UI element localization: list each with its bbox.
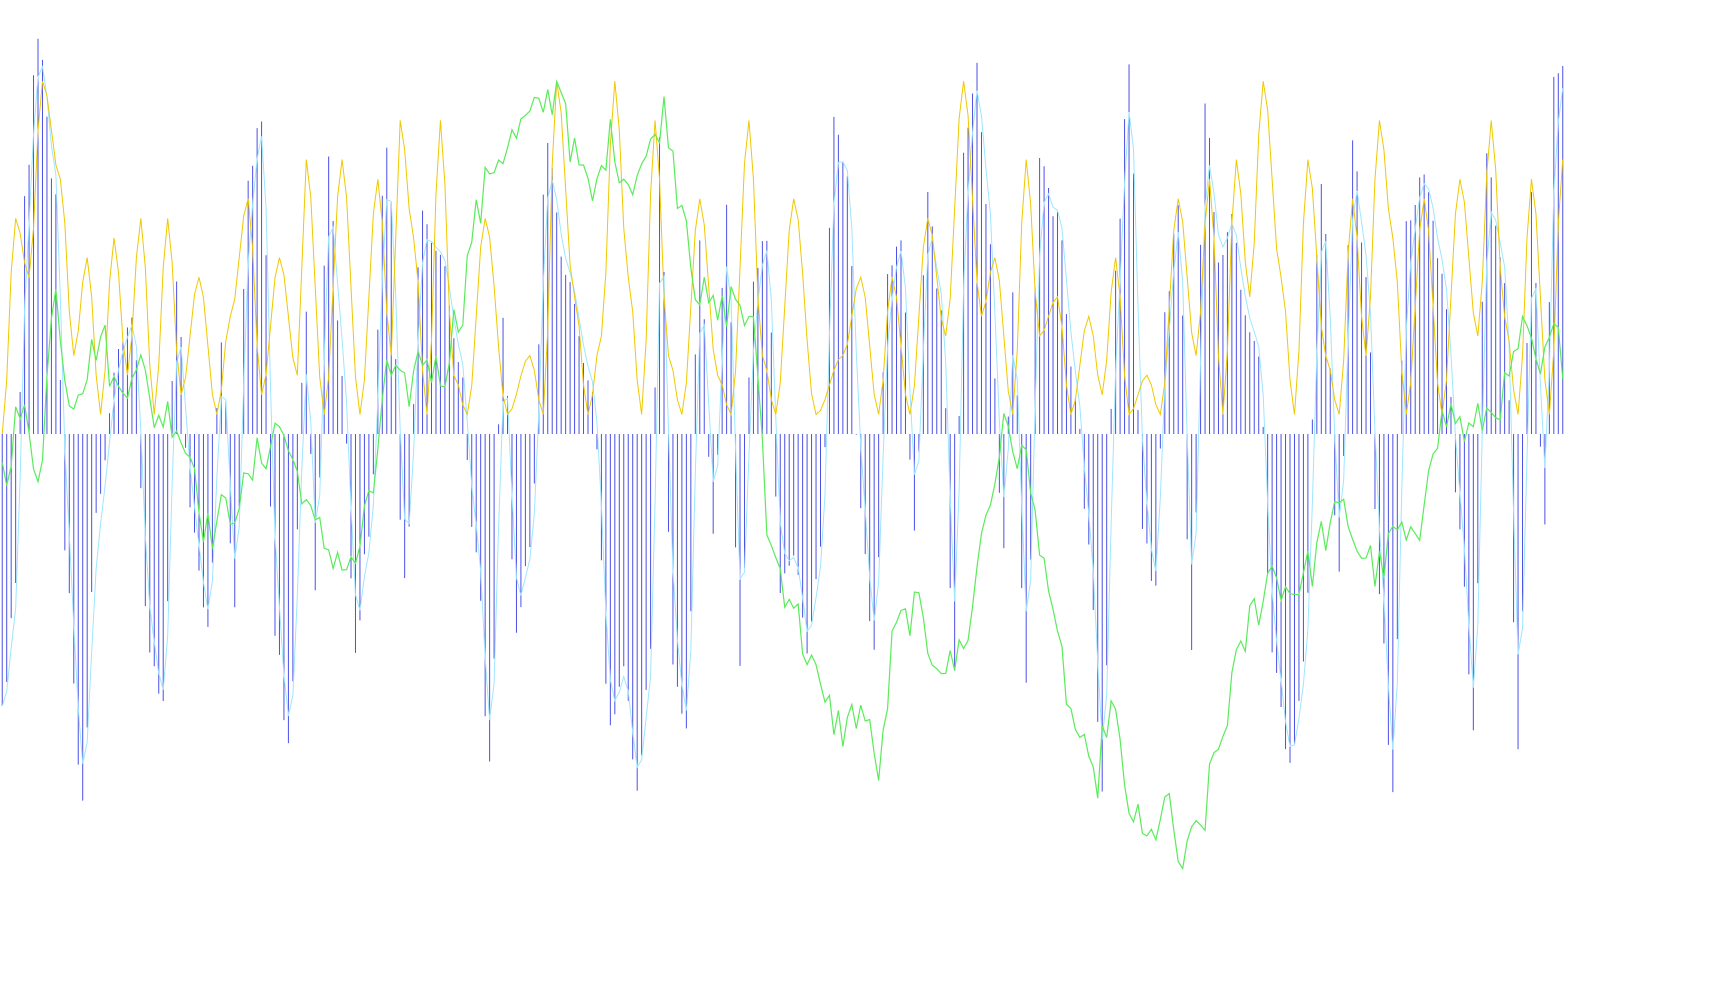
trend-line [1, 79, 1564, 871]
oscillator-line [1, 81, 1564, 435]
histogram-series [1, 38, 1564, 801]
signal-line [1, 64, 1564, 769]
